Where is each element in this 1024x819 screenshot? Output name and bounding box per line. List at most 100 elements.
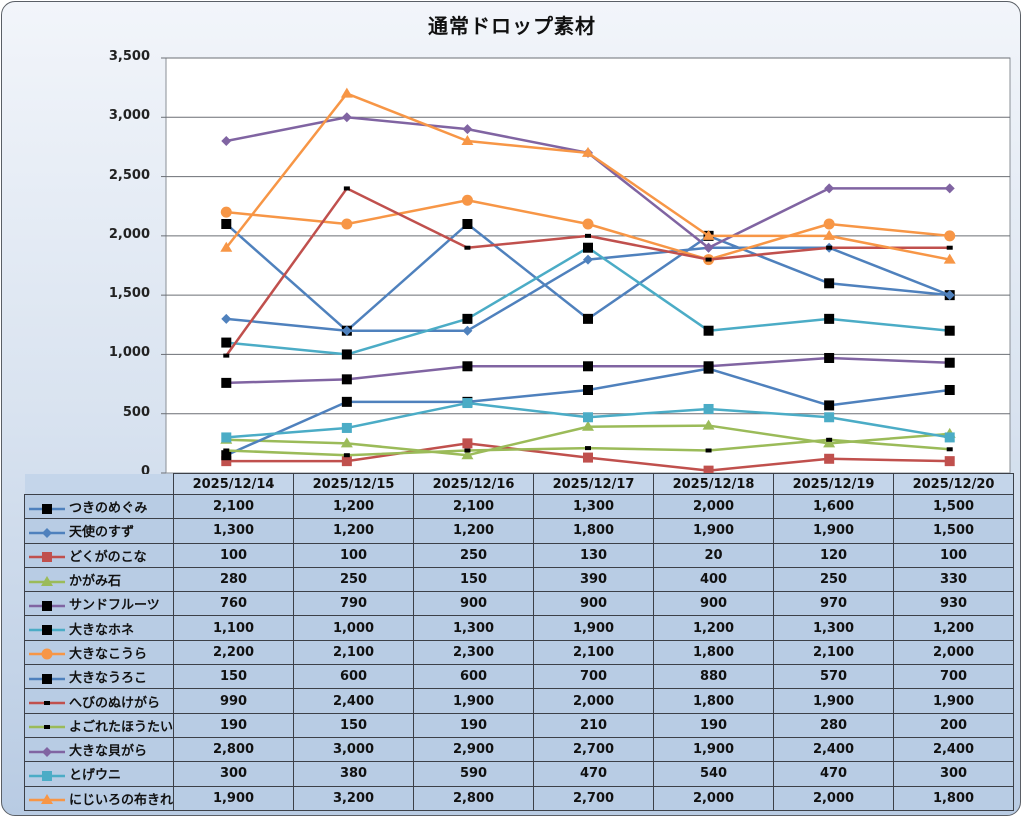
legend-entry: かがみ石 xyxy=(23,566,175,593)
data-point xyxy=(341,374,352,385)
table-row: つきのめぐみ 2,100 1,200 2,100 1,300 2,000 1,600 1,50… xyxy=(23,493,1015,520)
table-row: へびのぬけがら 990 2,400 1,900 2,000 1,800 1,900 1,900 xyxy=(23,688,1015,714)
plot-background xyxy=(165,57,1011,474)
legend-marker xyxy=(42,770,52,781)
data-label: 790 xyxy=(293,591,415,617)
data-label: 200 xyxy=(893,712,1015,738)
data-label: 2,000 xyxy=(893,639,1015,666)
data-label: 900 xyxy=(653,591,775,617)
legend-marker xyxy=(41,575,53,586)
data-label: 2,300 xyxy=(413,639,535,666)
data-point xyxy=(221,337,232,348)
data-point xyxy=(221,136,232,146)
table-row: サンドフルーツ 760 790 900 900 900 970 930 xyxy=(23,591,1015,617)
data-point xyxy=(944,432,955,443)
table-row: かがみ石 280 250 150 390 400 250 330 xyxy=(23,566,1015,593)
data-label: 100 xyxy=(173,542,295,568)
data-label: 760 xyxy=(173,591,295,617)
legend-label: 大きなうろこ xyxy=(69,671,148,687)
data-label: 250 xyxy=(293,566,415,593)
data-label: 1,900 xyxy=(533,615,655,641)
data-label: 2,400 xyxy=(773,736,895,763)
legend-key-icon xyxy=(29,673,65,684)
data-label: 300 xyxy=(893,761,1015,787)
y-tick-label: 1,000 xyxy=(108,345,150,361)
data-label: 2,100 xyxy=(773,639,895,666)
table-row: どくがのこな 100 100 250 130 20 120 100 xyxy=(23,542,1015,568)
data-point xyxy=(823,218,835,230)
data-point xyxy=(340,437,353,448)
data-label: 150 xyxy=(173,664,295,690)
data-point xyxy=(944,325,955,336)
data-label: 2,800 xyxy=(173,736,295,763)
data-point xyxy=(461,449,474,460)
legend-label: サンドフルーツ xyxy=(69,598,160,614)
data-label: 1,200 xyxy=(893,615,1015,641)
legend-key-icon xyxy=(29,648,65,660)
data-point xyxy=(585,446,591,451)
series-12 xyxy=(221,398,955,443)
legend-entry: よごれたほうたい xyxy=(23,712,175,738)
legend-label: へびのぬけがら xyxy=(69,695,161,711)
data-point xyxy=(823,229,836,240)
legend-label: 大きな貝がら xyxy=(69,744,148,760)
data-point xyxy=(341,325,352,336)
legend-entry: つきのめぐみ xyxy=(23,493,175,520)
data-label: 330 xyxy=(893,566,1015,593)
y-tick-label: 2,500 xyxy=(108,167,150,183)
data-label: 300 xyxy=(173,761,295,787)
data-label: 1,800 xyxy=(893,785,1015,811)
legend-key-icon xyxy=(29,625,65,636)
legend-key-icon xyxy=(29,575,65,586)
data-label: 1,100 xyxy=(173,615,295,641)
series-7 xyxy=(220,194,956,266)
data-label: 2,000 xyxy=(653,493,775,520)
data-point xyxy=(944,357,955,368)
data-label: 100 xyxy=(893,542,1015,568)
data-point xyxy=(705,448,712,453)
series-13 xyxy=(220,87,956,264)
data-label: 3,200 xyxy=(293,785,415,811)
data-label: 600 xyxy=(293,664,415,690)
data-label: 470 xyxy=(773,761,895,787)
data-label: 2,000 xyxy=(533,688,655,714)
data-label: 190 xyxy=(173,712,295,738)
data-point xyxy=(462,124,473,135)
data-point xyxy=(946,447,953,452)
x-category-label: 2025/12/19 xyxy=(773,473,895,495)
data-point xyxy=(703,325,714,336)
data-point xyxy=(824,400,835,411)
data-point xyxy=(462,219,473,229)
data-label: 1,800 xyxy=(653,688,775,714)
legend-entry: 大きなホネ xyxy=(23,615,175,641)
table-row: とげウニ 300 380 590 470 540 470 300 xyxy=(23,761,1015,787)
legend-label: どくがのこな xyxy=(69,549,147,565)
data-point xyxy=(341,396,352,407)
legend-marker xyxy=(41,794,53,805)
x-category-label: 2025/12/17 xyxy=(533,473,655,495)
legend-entry: にじいろの布きれ xyxy=(23,785,175,811)
data-point xyxy=(464,245,471,250)
data-label: 1,200 xyxy=(413,518,535,544)
data-label: 3,000 xyxy=(293,736,415,763)
data-label: 570 xyxy=(773,664,895,690)
data-label: 1,300 xyxy=(173,518,295,544)
legend-marker xyxy=(42,746,52,757)
data-point xyxy=(583,242,593,253)
data-label: 1,200 xyxy=(293,518,415,544)
legend-marker xyxy=(42,625,52,636)
data-point xyxy=(944,230,956,242)
data-point xyxy=(340,87,353,98)
data-label: 1,000 xyxy=(293,615,415,641)
x-category-label: 2025/12/18 xyxy=(653,473,775,495)
data-label: 380 xyxy=(293,761,415,787)
data-point xyxy=(702,419,715,430)
legend-entry: とげウニ xyxy=(23,761,175,787)
data-label: 1,300 xyxy=(773,615,895,641)
data-label: 990 xyxy=(173,688,295,714)
data-label: 1,800 xyxy=(653,639,775,666)
table-row: よごれたほうたい 190 150 190 210 190 280 200 xyxy=(23,712,1015,738)
y-tick-label: 3,500 xyxy=(108,49,150,64)
data-point xyxy=(824,313,835,324)
data-label: 400 xyxy=(653,566,775,593)
